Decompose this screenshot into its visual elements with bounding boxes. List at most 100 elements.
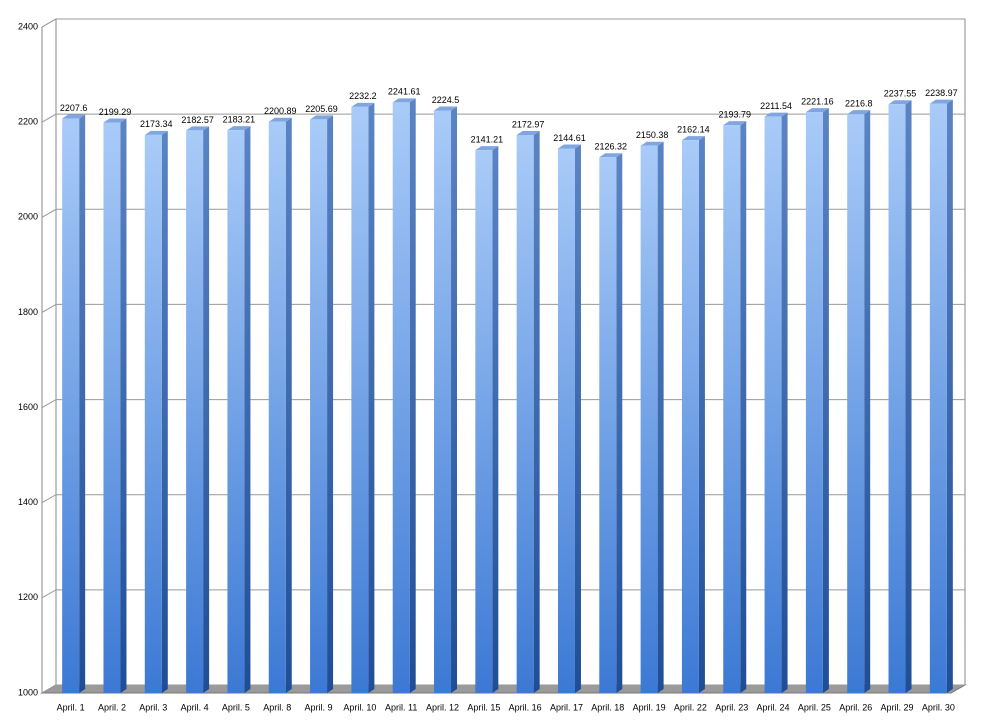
bar-side — [946, 99, 953, 694]
x-tick-label: April. 17 — [550, 702, 583, 712]
value-label: 2200.89 — [264, 106, 297, 116]
value-label: 2172.97 — [512, 119, 545, 129]
bar-side — [657, 141, 664, 693]
bar-top — [268, 117, 292, 122]
value-label: 2221.16 — [801, 96, 834, 106]
bar-side — [822, 108, 829, 694]
x-tick-label: April. 8 — [263, 702, 291, 712]
value-label: 2173.34 — [140, 119, 173, 129]
value-label: 2199.29 — [99, 107, 132, 117]
bar-side — [698, 136, 705, 694]
bar-top — [847, 110, 871, 115]
bar — [351, 106, 369, 694]
x-tick-label: April. 19 — [633, 702, 666, 712]
bar-side — [368, 102, 375, 694]
y-tick-label: 2200 — [18, 117, 38, 127]
bar-top — [929, 99, 953, 104]
bar-top — [888, 100, 912, 105]
bar-side — [203, 126, 210, 693]
bar — [847, 114, 865, 693]
x-tick-label: April. 2 — [98, 702, 126, 712]
bar — [599, 157, 617, 693]
bar-side — [161, 130, 168, 694]
y-tick-label: 2400 — [18, 21, 38, 31]
y-tick-label: 1200 — [18, 592, 38, 602]
value-label: 2205.69 — [305, 104, 338, 114]
value-label: 2241.61 — [388, 87, 421, 97]
bar — [475, 150, 493, 693]
bar-side — [905, 100, 912, 693]
bar-top — [186, 126, 210, 131]
bar-top — [640, 141, 664, 146]
value-label: 2232.2 — [349, 91, 377, 101]
y-tick-label: 1000 — [18, 687, 38, 697]
bar-side — [740, 121, 747, 693]
x-tick-label: April. 22 — [674, 702, 707, 712]
bar-top — [62, 114, 86, 119]
bar — [434, 110, 452, 693]
bar-side — [492, 146, 499, 693]
left-wall — [41, 18, 57, 694]
value-label: 2224.5 — [432, 95, 460, 105]
bar-top — [805, 108, 829, 113]
x-tick-label: April. 26 — [839, 702, 872, 712]
value-label: 2238.97 — [925, 88, 958, 98]
x-tick-label: April. 4 — [181, 702, 209, 712]
bar — [805, 112, 823, 694]
bar — [310, 119, 328, 694]
bar — [557, 148, 575, 693]
x-tick-label: April. 10 — [343, 702, 376, 712]
bar-top — [516, 131, 540, 136]
bar-top — [351, 102, 375, 107]
value-label: 2182.57 — [181, 115, 214, 125]
value-label: 2150.38 — [636, 130, 669, 140]
bar — [516, 135, 534, 694]
bar-side — [616, 153, 623, 693]
bar-side — [244, 126, 251, 693]
bar — [640, 145, 658, 693]
bar-top — [103, 118, 127, 123]
value-label: 2193.79 — [718, 109, 751, 119]
bar — [227, 130, 245, 693]
bar-side — [409, 98, 416, 693]
bar-side — [781, 112, 788, 693]
bar — [392, 102, 410, 693]
x-tick-label: April. 12 — [426, 702, 459, 712]
value-label: 2216.8 — [845, 99, 873, 109]
bar-top — [764, 112, 788, 117]
y-tick-label: 1800 — [18, 307, 38, 317]
value-label: 2141.21 — [471, 134, 504, 144]
bar-top — [227, 126, 251, 131]
value-label: 2211.54 — [760, 101, 792, 111]
value-label: 2126.32 — [595, 142, 628, 152]
x-tick-label: April. 11 — [385, 702, 417, 712]
bar — [723, 125, 741, 693]
bar-side — [533, 131, 540, 694]
grid-line — [41, 18, 965, 28]
x-tick-label: April. 23 — [715, 702, 748, 712]
value-label: 2162.14 — [677, 125, 710, 135]
bar — [144, 134, 162, 694]
x-tick-label: April. 3 — [139, 702, 167, 712]
x-tick-label: April. 1 — [57, 702, 85, 712]
bar — [929, 103, 947, 694]
bar — [764, 116, 782, 693]
bar-top — [310, 115, 334, 120]
bar-side — [451, 106, 458, 693]
value-label: 2207.6 — [60, 103, 88, 113]
x-tick-label: April. 15 — [467, 702, 500, 712]
bar-top — [599, 153, 623, 158]
x-tick-label: April. 29 — [881, 702, 914, 712]
x-tick-label: April. 16 — [509, 702, 542, 712]
value-label: 2237.55 — [884, 89, 917, 99]
bar-side — [327, 115, 334, 694]
bar-side — [574, 144, 581, 693]
y-tick-label: 2000 — [18, 212, 38, 222]
value-label: 2144.61 — [553, 133, 586, 143]
x-tick-label: April. 25 — [798, 702, 831, 712]
x-tick-label: April. 18 — [591, 702, 624, 712]
bar-side — [285, 117, 292, 693]
bar-top — [475, 146, 499, 151]
